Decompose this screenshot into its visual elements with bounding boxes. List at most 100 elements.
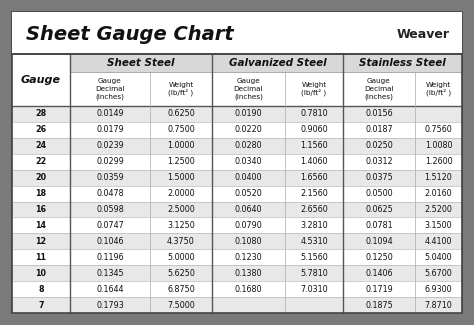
Text: 1.2600: 1.2600 bbox=[425, 157, 452, 166]
Text: Gauge: Gauge bbox=[21, 75, 61, 85]
Text: Stainless Steel: Stainless Steel bbox=[359, 58, 446, 68]
Text: 1.5000: 1.5000 bbox=[167, 173, 195, 182]
Text: 4.5310: 4.5310 bbox=[300, 237, 328, 246]
Text: 5.6250: 5.6250 bbox=[167, 269, 195, 278]
Text: 10: 10 bbox=[36, 269, 46, 278]
Bar bbox=[343, 54, 462, 72]
Text: 0.1719: 0.1719 bbox=[365, 285, 393, 293]
Text: 2.5000: 2.5000 bbox=[167, 205, 195, 214]
Text: 0.0280: 0.0280 bbox=[235, 141, 262, 150]
Text: 0.1406: 0.1406 bbox=[365, 269, 393, 278]
Text: 1.4060: 1.4060 bbox=[300, 157, 328, 166]
Bar bbox=[343, 72, 462, 106]
Text: 0.1094: 0.1094 bbox=[365, 237, 393, 246]
Text: 20: 20 bbox=[36, 173, 46, 182]
Text: 7.0310: 7.0310 bbox=[300, 285, 328, 293]
Text: Gauge
Decimal
(inches): Gauge Decimal (inches) bbox=[95, 79, 125, 99]
Bar bbox=[212, 54, 343, 72]
Text: 8: 8 bbox=[38, 285, 44, 293]
Text: 4.4100: 4.4100 bbox=[425, 237, 452, 246]
Text: 0.1080: 0.1080 bbox=[235, 237, 262, 246]
Bar bbox=[70, 72, 212, 106]
Bar bbox=[12, 265, 462, 281]
Bar bbox=[12, 54, 462, 313]
Text: 1.0080: 1.0080 bbox=[425, 141, 452, 150]
Text: 11: 11 bbox=[36, 253, 46, 262]
Bar bbox=[12, 249, 462, 265]
Text: 16: 16 bbox=[36, 205, 46, 214]
Text: 0.0220: 0.0220 bbox=[235, 125, 263, 134]
Text: 22: 22 bbox=[36, 157, 46, 166]
Text: 3.2810: 3.2810 bbox=[300, 221, 328, 230]
Text: Gauge
Decimal
(inches): Gauge Decimal (inches) bbox=[234, 79, 263, 99]
Text: 5.1560: 5.1560 bbox=[300, 253, 328, 262]
Text: Gauge
Decimal
(inches): Gauge Decimal (inches) bbox=[364, 79, 394, 99]
Text: 0.0149: 0.0149 bbox=[96, 110, 124, 118]
Text: 0.1196: 0.1196 bbox=[96, 253, 124, 262]
Text: 6.9300: 6.9300 bbox=[425, 285, 452, 293]
Text: 0.0190: 0.0190 bbox=[235, 110, 262, 118]
Text: 0.9060: 0.9060 bbox=[300, 125, 328, 134]
Bar bbox=[12, 186, 462, 202]
Text: 3.1250: 3.1250 bbox=[167, 221, 195, 230]
Text: 0.6250: 0.6250 bbox=[167, 110, 195, 118]
Text: 0.0156: 0.0156 bbox=[365, 110, 393, 118]
Bar bbox=[12, 106, 462, 122]
Bar bbox=[12, 202, 462, 217]
Text: 2.6560: 2.6560 bbox=[300, 205, 328, 214]
Text: 0.7500: 0.7500 bbox=[167, 125, 195, 134]
Text: 0.0375: 0.0375 bbox=[365, 173, 393, 182]
Text: Weight
(lb/ft² ): Weight (lb/ft² ) bbox=[301, 82, 327, 97]
Text: 0.1046: 0.1046 bbox=[96, 237, 124, 246]
Text: 0.0179: 0.0179 bbox=[96, 125, 124, 134]
Text: 0.0747: 0.0747 bbox=[96, 221, 124, 230]
Bar bbox=[12, 297, 462, 313]
Text: 0.0299: 0.0299 bbox=[96, 157, 124, 166]
Text: 2.0160: 2.0160 bbox=[425, 189, 452, 198]
Text: 2.5200: 2.5200 bbox=[425, 205, 453, 214]
Text: 28: 28 bbox=[36, 110, 46, 118]
Text: 14: 14 bbox=[36, 221, 46, 230]
Bar bbox=[12, 138, 462, 154]
Text: 0.0478: 0.0478 bbox=[96, 189, 124, 198]
Text: 0.0250: 0.0250 bbox=[365, 141, 393, 150]
Text: Weaver: Weaver bbox=[397, 28, 450, 41]
Bar bbox=[12, 170, 462, 186]
Text: 0.0625: 0.0625 bbox=[365, 205, 393, 214]
Text: 26: 26 bbox=[36, 125, 46, 134]
Bar bbox=[12, 122, 462, 138]
Bar bbox=[70, 54, 212, 72]
Text: 6.8750: 6.8750 bbox=[167, 285, 195, 293]
Text: 0.0790: 0.0790 bbox=[235, 221, 263, 230]
Text: 7.5000: 7.5000 bbox=[167, 301, 195, 309]
Text: 18: 18 bbox=[36, 189, 46, 198]
Text: 0.1875: 0.1875 bbox=[365, 301, 393, 309]
Text: 0.1644: 0.1644 bbox=[96, 285, 124, 293]
Text: 0.0239: 0.0239 bbox=[96, 141, 124, 150]
Text: 24: 24 bbox=[36, 141, 46, 150]
Bar bbox=[12, 154, 462, 170]
Bar bbox=[12, 217, 462, 233]
Text: 1.2500: 1.2500 bbox=[167, 157, 195, 166]
Text: 0.0598: 0.0598 bbox=[96, 205, 124, 214]
Text: 4.3750: 4.3750 bbox=[167, 237, 195, 246]
Text: 0.1680: 0.1680 bbox=[235, 285, 262, 293]
Bar bbox=[12, 281, 462, 297]
Text: 0.0312: 0.0312 bbox=[365, 157, 393, 166]
Text: 1.6560: 1.6560 bbox=[300, 173, 328, 182]
Text: 0.0340: 0.0340 bbox=[235, 157, 262, 166]
Bar bbox=[12, 233, 462, 249]
Text: 0.1230: 0.1230 bbox=[235, 253, 262, 262]
Text: 12: 12 bbox=[36, 237, 46, 246]
Text: 3.1500: 3.1500 bbox=[425, 221, 452, 230]
Text: 0.0400: 0.0400 bbox=[235, 173, 262, 182]
Text: 0.0500: 0.0500 bbox=[365, 189, 393, 198]
Bar bbox=[12, 12, 462, 54]
Text: 0.0520: 0.0520 bbox=[235, 189, 263, 198]
Text: 0.0187: 0.0187 bbox=[365, 125, 393, 134]
Bar bbox=[12, 54, 70, 106]
Text: 0.0359: 0.0359 bbox=[96, 173, 124, 182]
Text: 5.7810: 5.7810 bbox=[300, 269, 328, 278]
Text: 0.7810: 0.7810 bbox=[300, 110, 328, 118]
Text: 7.8710: 7.8710 bbox=[425, 301, 452, 309]
